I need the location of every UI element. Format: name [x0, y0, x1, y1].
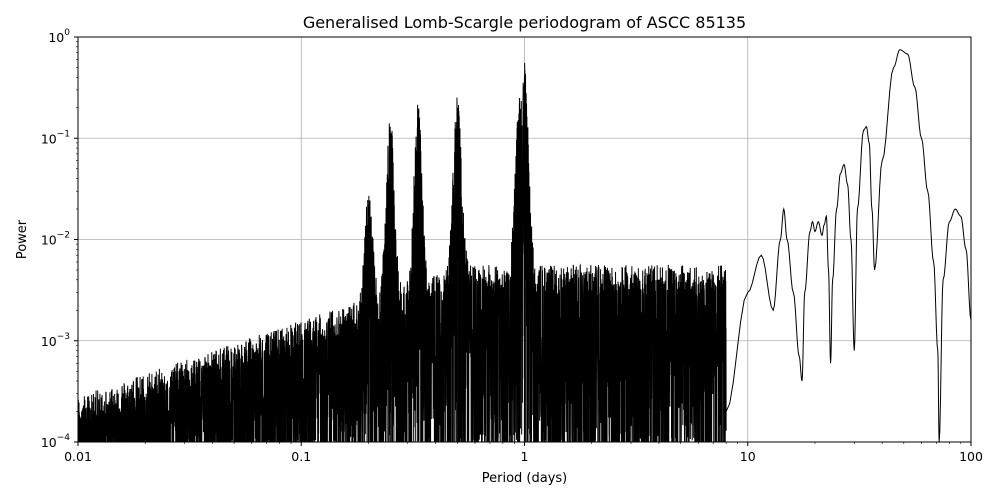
- y-axis-label: Power: [15, 219, 30, 259]
- chart-title: Generalised Lomb-Scargle periodogram of …: [303, 13, 746, 32]
- plot-frame: [77, 36, 972, 443]
- y-tick-label: 10−4: [41, 433, 70, 450]
- y-tick-label: 10−2: [41, 231, 70, 248]
- x-tick-label: 100: [959, 449, 983, 464]
- x-tick-label: 1: [521, 449, 529, 464]
- y-tick-label: 100: [48, 28, 70, 45]
- plot-area: [78, 49, 971, 442]
- y-tick-label: 10−3: [41, 332, 70, 349]
- x-tick-label: 0.01: [64, 449, 92, 464]
- x-axis-label: Period (days): [482, 471, 568, 486]
- x-tick-label: 10: [740, 449, 756, 464]
- y-tick-label: 10−1: [41, 129, 70, 146]
- periodogram-line: [78, 49, 971, 442]
- ticks: 0.01 0.1 1 10 100 10−4 10−3 10−2 10−1 100: [41, 28, 983, 464]
- x-tick-label: 0.1: [291, 449, 311, 464]
